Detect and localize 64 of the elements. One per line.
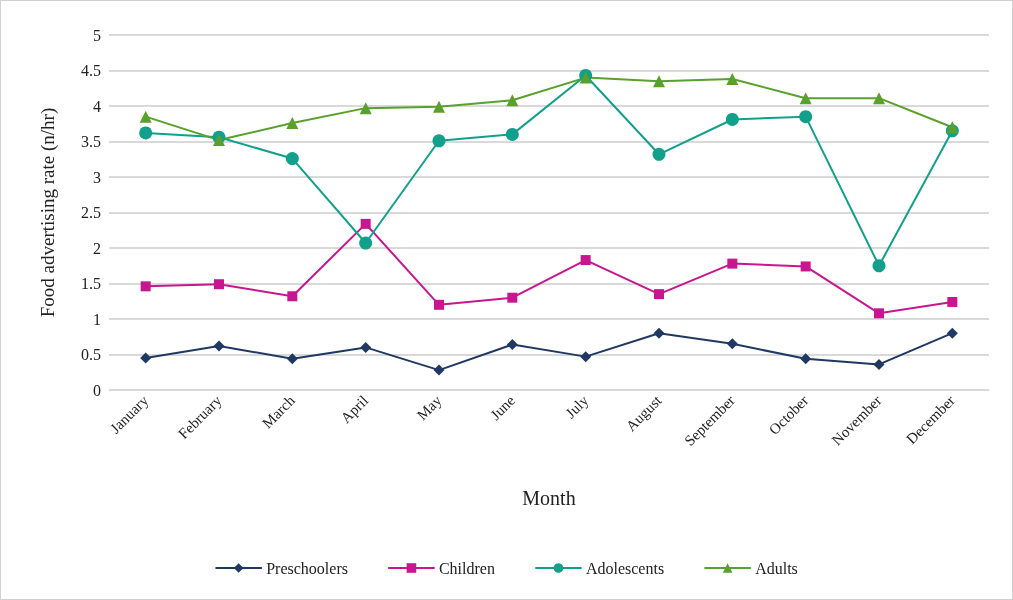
point bbox=[359, 236, 373, 250]
point bbox=[433, 364, 445, 376]
point bbox=[800, 261, 811, 272]
y-axis-title: Food advertising rate (n/hr) bbox=[37, 107, 59, 318]
point bbox=[654, 289, 664, 300]
point bbox=[287, 291, 298, 302]
point bbox=[873, 358, 885, 370]
point bbox=[286, 117, 299, 130]
point bbox=[140, 352, 152, 364]
point bbox=[874, 308, 884, 319]
legend-label: Adolescents bbox=[585, 559, 665, 577]
point bbox=[285, 152, 299, 166]
point bbox=[580, 351, 592, 363]
point bbox=[799, 110, 813, 124]
y-tick-label: 2 bbox=[93, 239, 101, 257]
point bbox=[800, 353, 812, 365]
point bbox=[434, 299, 444, 310]
legend-label: Adults bbox=[755, 559, 798, 577]
point bbox=[653, 327, 665, 339]
point bbox=[286, 353, 298, 365]
y-tick-label: 4 bbox=[93, 97, 101, 115]
x-tick-label: June bbox=[487, 392, 519, 424]
point bbox=[580, 255, 591, 266]
point bbox=[360, 218, 371, 229]
point bbox=[726, 338, 738, 350]
x-axis-title: Month bbox=[522, 487, 576, 509]
point bbox=[214, 279, 224, 290]
point bbox=[873, 92, 885, 105]
x-tick-label: May bbox=[413, 391, 446, 424]
point bbox=[359, 102, 372, 115]
point bbox=[947, 296, 958, 307]
y-tick-label: 5 bbox=[93, 26, 101, 44]
y-tick-label: 4.5 bbox=[81, 62, 101, 79]
y-tick-label: 0.5 bbox=[81, 346, 101, 363]
legend-label: Children bbox=[438, 559, 495, 577]
y-tick-label: 3 bbox=[93, 168, 101, 186]
point bbox=[432, 134, 446, 148]
point bbox=[507, 292, 518, 303]
point bbox=[433, 100, 445, 113]
point bbox=[946, 121, 959, 134]
point bbox=[139, 110, 152, 123]
point bbox=[725, 112, 739, 126]
point bbox=[726, 73, 739, 86]
point bbox=[213, 340, 225, 352]
point bbox=[213, 134, 225, 147]
y-tick-label: 3.5 bbox=[81, 133, 101, 150]
legend-label: Preschoolers bbox=[266, 559, 348, 577]
point bbox=[653, 75, 665, 88]
point bbox=[506, 339, 518, 351]
y-tick-label: 1 bbox=[93, 310, 101, 328]
y-tick-label: 0 bbox=[93, 381, 101, 399]
y-tick-label: 1.5 bbox=[81, 275, 101, 292]
point bbox=[360, 341, 372, 353]
point bbox=[506, 94, 519, 107]
point bbox=[727, 258, 738, 269]
point bbox=[652, 147, 666, 161]
point bbox=[140, 281, 151, 292]
y-tick-label: 2.5 bbox=[81, 204, 101, 221]
point bbox=[946, 327, 958, 339]
point bbox=[799, 92, 812, 105]
point bbox=[505, 127, 519, 141]
x-tick-label: July bbox=[562, 391, 592, 422]
point bbox=[872, 259, 886, 273]
point bbox=[139, 126, 153, 140]
